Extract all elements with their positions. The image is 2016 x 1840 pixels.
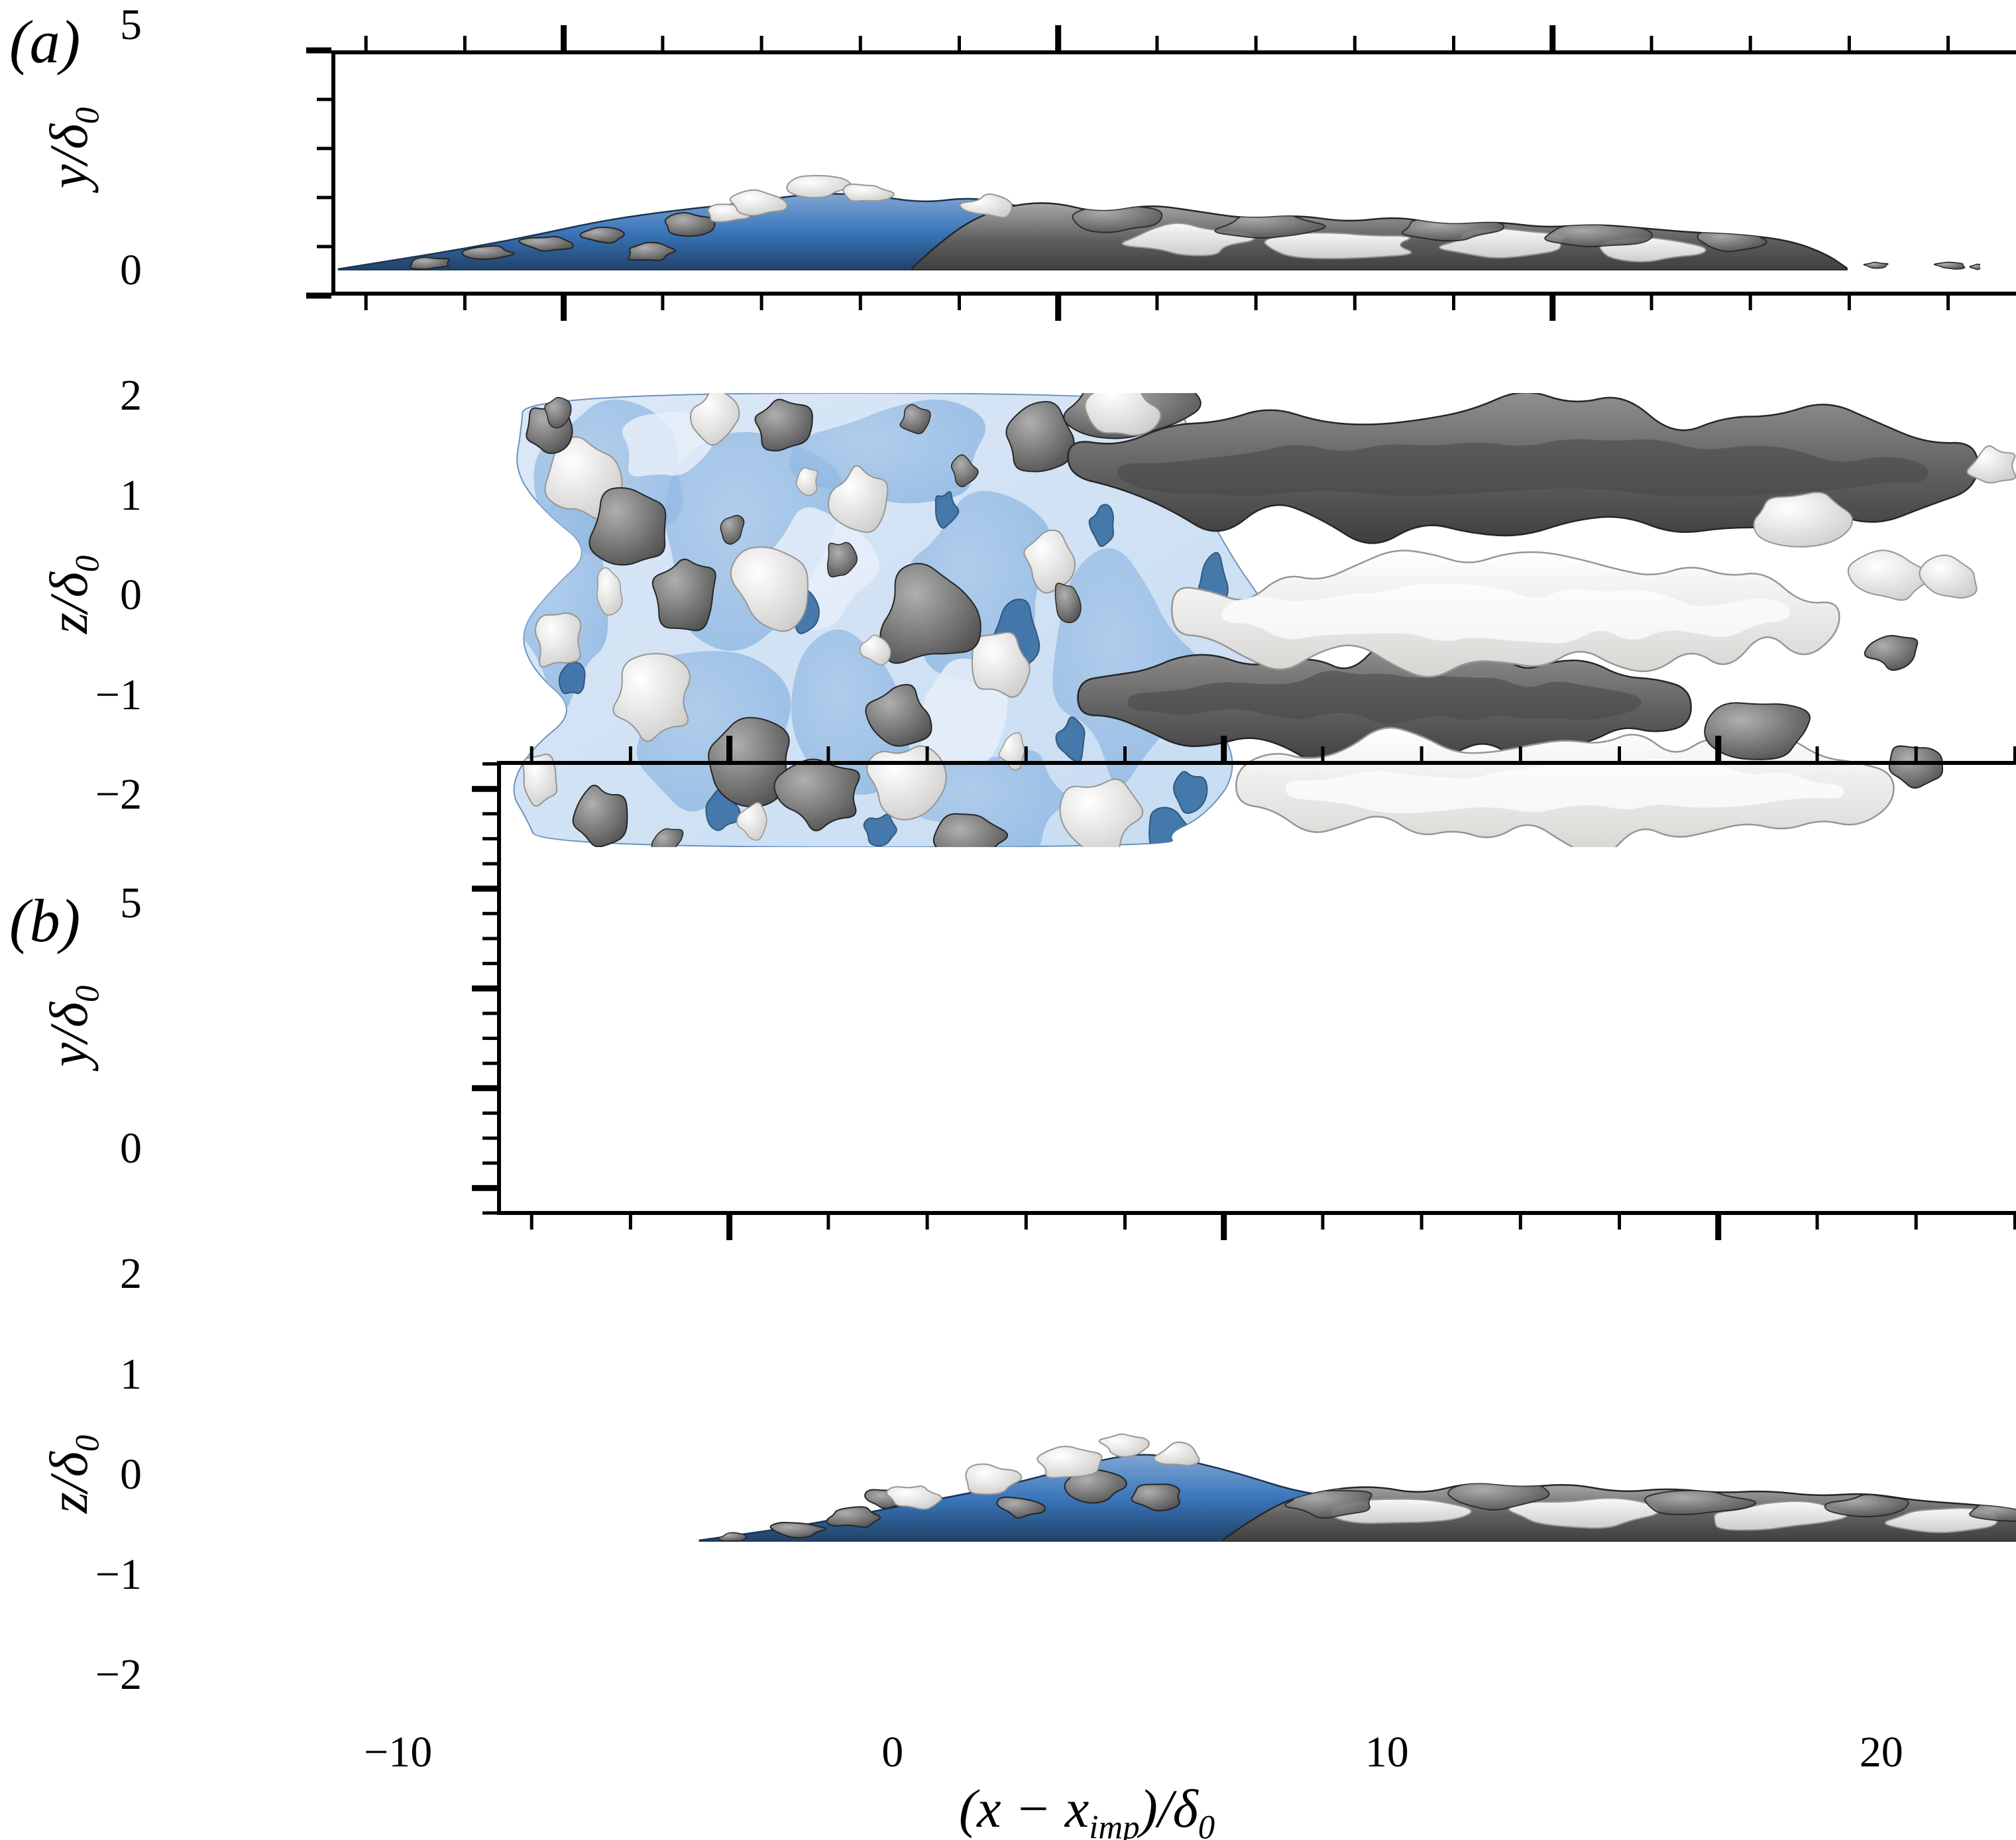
y-axis-label-a: y/δ0 (38, 107, 105, 189)
y-tick-label: 0 (120, 1124, 142, 1173)
y-axis-label-sub: 0 (68, 985, 106, 1003)
y-axis-label-sub: 0 (68, 107, 106, 125)
streak-mass-shading (1072, 203, 1767, 262)
z-tick-label: 0 (120, 1450, 142, 1499)
z-tick-label: 1 (120, 1350, 142, 1399)
x-axis-label-sub-imp: imp (1089, 1808, 1140, 1840)
y-axis-label-b: y/δ0 (38, 986, 105, 1067)
x-tick-label: −10 (364, 1728, 433, 1776)
panel-label-b: (b) (9, 887, 81, 954)
high-speed-streaks (1067, 393, 1979, 768)
x-tick-label: 10 (1365, 1728, 1409, 1776)
z-tick-label: −2 (95, 1650, 142, 1699)
z-axis-label-sub: 0 (68, 555, 106, 573)
scattered-isosurface-blobs (718, 1433, 1200, 1542)
x-tick-label: 20 (1859, 1728, 1903, 1776)
z-axis-label-text: z/δ (38, 1452, 99, 1514)
z-axis-label-b: z/δ0 (38, 1435, 105, 1514)
detached-streak-fragments (1063, 393, 2016, 789)
y-axis-label-text: y/δ (38, 1002, 99, 1067)
z-axis-label-sub: 0 (68, 1434, 106, 1452)
z-axis-label-a: z/δ0 (38, 555, 105, 634)
x-axis-label-sub-zero: 0 (1198, 1808, 1215, 1840)
axis-frame-and-ticks (306, 25, 2016, 321)
z-tick-label: 0 (120, 571, 142, 620)
z-axis-label-text: z/δ (38, 572, 99, 634)
panel-b-side-view (699, 1433, 2016, 1542)
z-tick-label: −1 (95, 670, 142, 719)
z-tick-label: 2 (120, 371, 142, 420)
panel-label-a: (a) (9, 8, 81, 76)
y-tick-label: 0 (120, 246, 142, 294)
axis-frame-and-ticks (472, 736, 2016, 1240)
panel-a-side-view (306, 25, 2016, 1542)
y-tick-label: 5 (120, 879, 142, 927)
low-speed-streaks (1171, 549, 1895, 847)
y-tick-label: 5 (120, 1, 142, 49)
x-axis-label-text: (x − x (958, 1778, 1090, 1839)
z-tick-label: 2 (120, 1249, 142, 1298)
panel-a-plan-view (472, 393, 2016, 1542)
scattered-isosurface-blobs (410, 174, 1980, 270)
z-tick-label: −1 (95, 1550, 142, 1599)
x-axis-label: (x − ximp)/δ0 (959, 1778, 1215, 1840)
y-axis-label-text: y/δ (38, 124, 99, 189)
z-tick-label: 1 (120, 471, 142, 520)
x-axis-label-text: )/δ (1139, 1778, 1198, 1839)
z-tick-label: −2 (95, 770, 142, 819)
x-tick-label: 0 (881, 1728, 904, 1776)
